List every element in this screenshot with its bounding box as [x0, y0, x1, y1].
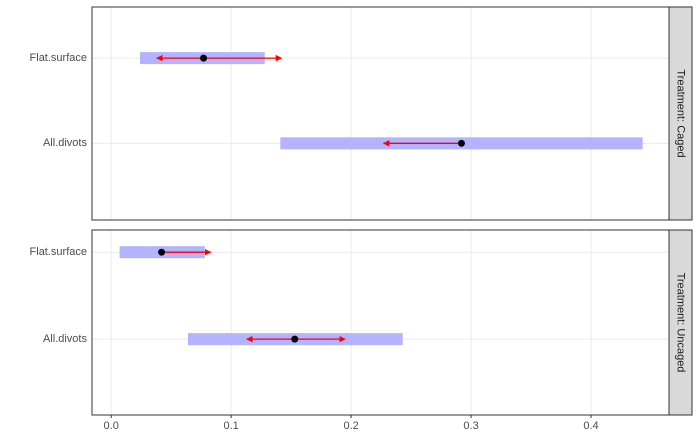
facet-label: Treatment: Uncaged	[675, 273, 687, 373]
estimate-point	[158, 248, 166, 256]
estimate-point	[200, 54, 208, 62]
strip	[668, 229, 693, 416]
y-tick-label: All.divots	[43, 333, 88, 345]
estimate-point	[291, 335, 299, 343]
y-tick-label: All.divots	[43, 137, 88, 149]
x-tick-label: 0.1	[224, 420, 239, 432]
strip	[668, 6, 693, 221]
facet-label: Treatment: Caged	[675, 69, 687, 157]
estimate-point	[457, 139, 465, 147]
x-tick-label: 0.4	[583, 420, 598, 432]
y-tick-label: Flat.surface	[30, 52, 87, 64]
x-tick-label: 0.0	[104, 420, 119, 432]
panel-bg	[92, 7, 669, 220]
y-tick-label: Flat.surface	[30, 246, 87, 258]
panel-bg	[92, 230, 669, 415]
x-tick-label: 0.2	[343, 420, 358, 432]
x-tick-label: 0.3	[463, 420, 478, 432]
